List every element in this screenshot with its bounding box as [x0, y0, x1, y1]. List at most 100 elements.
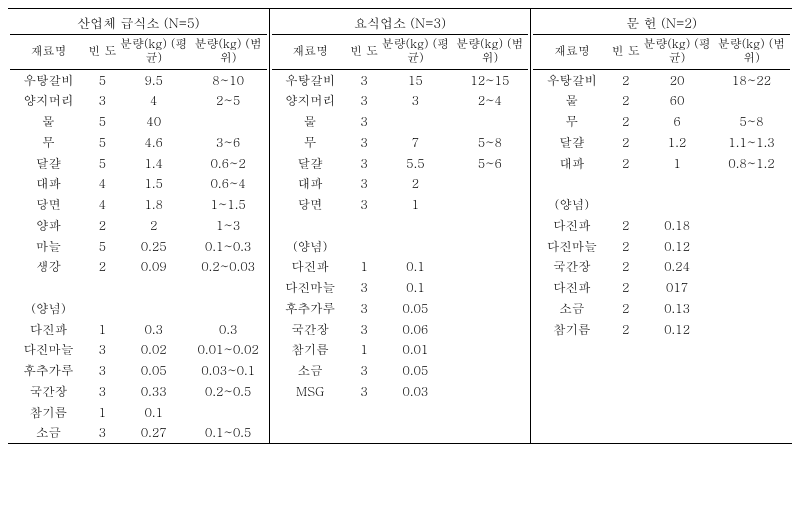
data-table: 재료명 빈 도 분량(kg) (평균) 분량(kg) (범위) 우탕갈비59.5… [10, 35, 267, 443]
frequency: 5 [87, 153, 118, 174]
ingredient-name: 다진파 [10, 319, 87, 340]
frequency: 2 [87, 256, 118, 277]
ingredient-name: 국간장 [272, 319, 349, 340]
avg-amount [641, 422, 713, 443]
frequency: 2 [87, 215, 118, 236]
frequency [610, 360, 641, 381]
avg-amount: 6 [641, 111, 713, 132]
table-row [533, 173, 790, 194]
frequency: 3 [87, 339, 118, 360]
range-amount [451, 173, 528, 194]
range-amount: 12~15 [451, 69, 528, 90]
avg-amount [379, 215, 451, 236]
ingredient-name [533, 402, 610, 423]
range-amount [190, 111, 267, 132]
frequency: 3 [87, 381, 118, 402]
ingredient-name: 생강 [10, 256, 87, 277]
frequency: 5 [87, 132, 118, 153]
ingredient-name: 참기름 [10, 402, 87, 423]
range-amount: 0.8~1.2 [713, 153, 790, 174]
ingredient-name [533, 360, 610, 381]
avg-amount [118, 298, 190, 319]
avg-amount: 0.25 [118, 236, 190, 257]
avg-amount: 0.18 [641, 215, 713, 236]
range-amount [451, 381, 528, 402]
range-amount [713, 215, 790, 236]
col-header: 분량(kg) (범위) [713, 35, 790, 69]
frequency: 4 [87, 173, 118, 194]
range-amount [190, 402, 267, 423]
avg-amount: 1 [379, 194, 451, 215]
avg-amount: 0.3 [118, 319, 190, 340]
range-amount [451, 111, 528, 132]
ingredient-name: 소금 [272, 360, 349, 381]
table-row: 우탕갈비59.58~10 [10, 69, 267, 90]
range-amount [713, 298, 790, 319]
avg-amount: 0.01 [379, 339, 451, 360]
avg-amount: 0.1 [379, 256, 451, 277]
ingredient-name: 다진파 [533, 215, 610, 236]
frequency: 3 [87, 422, 118, 443]
data-table: 재료명 빈 도 분량(kg) (평균) 분량(kg) (범위) 우탕갈비2201… [533, 35, 790, 443]
col-header: 빈 도 [349, 35, 380, 69]
ingredient-name: 대파 [10, 173, 87, 194]
col-header: 분량(kg) (범위) [451, 35, 528, 69]
table-row: 무265~8 [533, 111, 790, 132]
frequency: 3 [87, 90, 118, 111]
ingredient-name: 우탕갈비 [10, 69, 87, 90]
ingredient-name: 물 [272, 111, 349, 132]
table-row: 국간장30.330.2~0.5 [10, 381, 267, 402]
frequency: 3 [349, 319, 380, 340]
col-header: 분량(kg) (평균) [379, 35, 451, 69]
range-amount [713, 381, 790, 402]
ingredient-name: 소금 [533, 298, 610, 319]
table-row: 물260 [533, 90, 790, 111]
avg-amount [118, 277, 190, 298]
table-row [533, 381, 790, 402]
table-row: 후추가루30.05 [272, 298, 529, 319]
table-row: 물540 [10, 111, 267, 132]
ingredient-name: 달걀 [10, 153, 87, 174]
avg-amount: 0.33 [118, 381, 190, 402]
ingredient-name: 다진파 [272, 256, 349, 277]
frequency: 1 [349, 339, 380, 360]
range-amount [451, 319, 528, 340]
table-row: 대파32 [272, 173, 529, 194]
avg-amount: 0.03 [379, 381, 451, 402]
table-body-0: 우탕갈비59.58~10양지머리342~5물540 무54.63~6달걀51.4… [10, 69, 267, 443]
table-row: 양파221~3 [10, 215, 267, 236]
table-row: 소금20.13 [533, 298, 790, 319]
range-amount: 0.3 [190, 319, 267, 340]
avg-amount: 1.5 [118, 173, 190, 194]
avg-amount [641, 173, 713, 194]
frequency: 2 [610, 153, 641, 174]
table-row: (양념) [272, 236, 529, 257]
avg-amount: 4.6 [118, 132, 190, 153]
ingredient-name: 양지머리 [10, 90, 87, 111]
frequency [610, 402, 641, 423]
range-amount: 1.1~1.3 [713, 132, 790, 153]
ingredient-name: 무 [533, 111, 610, 132]
table-row [272, 215, 529, 236]
avg-amount: 1.8 [118, 194, 190, 215]
ingredient-name: 소금 [10, 422, 87, 443]
range-amount [713, 173, 790, 194]
frequency [349, 236, 380, 257]
col-header: 재료명 [533, 35, 610, 69]
ingredient-name: (양념) [272, 236, 349, 257]
table-row: 달걀51.40.6~2 [10, 153, 267, 174]
avg-amount [379, 422, 451, 443]
ingredient-name: 무 [10, 132, 87, 153]
frequency: 2 [610, 111, 641, 132]
avg-amount: 7 [379, 132, 451, 153]
frequency: 3 [349, 153, 380, 174]
frequency: 2 [610, 298, 641, 319]
range-amount [451, 215, 528, 236]
range-amount [713, 236, 790, 257]
ingredient-name: 달걀 [533, 132, 610, 153]
frequency [349, 215, 380, 236]
ingredient-name: 우탕갈비 [272, 69, 349, 90]
table-row: 당면41.81~1.5 [10, 194, 267, 215]
avg-amount: 1.2 [641, 132, 713, 153]
range-amount [451, 256, 528, 277]
